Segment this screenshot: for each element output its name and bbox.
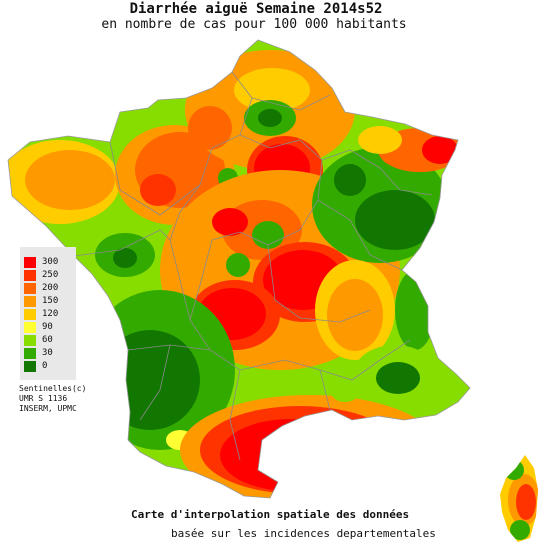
legend-item: 90 (24, 322, 74, 333)
legend-item: 120 (24, 309, 74, 320)
map-subcaption: basée sur les incidences departementales (171, 527, 436, 540)
legend-label: 90 (42, 322, 53, 332)
legend-item: 60 (24, 335, 74, 346)
legend-item: 200 (24, 283, 74, 294)
region-boundaries (73, 71, 433, 461)
corsica-interpolation (500, 455, 538, 542)
legend-label: 250 (42, 270, 59, 280)
map-subtitle: en nombre de cas pour 100 000 habitants (101, 17, 407, 32)
legend-swatch (24, 322, 36, 333)
legend: 300 250 200 150 120 90 60 30 0 (20, 247, 76, 380)
legend-swatch (24, 257, 36, 268)
legend-item: 300 (24, 257, 74, 268)
map-title: Diarrhée aiguë Semaine 2014s52 (129, 1, 383, 17)
legend-swatch (24, 309, 36, 320)
legend-label: 30 (42, 348, 53, 358)
legend-swatch (24, 270, 36, 281)
map-caption: Carte d'interpolation spatiale des donné… (131, 508, 410, 521)
legend-label: 300 (42, 257, 59, 267)
legend-item: 150 (24, 296, 74, 307)
credits-line: INSERM, UPMC (19, 404, 77, 413)
legend-label: 60 (42, 335, 53, 345)
legend-item: 0 (24, 361, 74, 372)
legend-label: 0 (42, 361, 48, 371)
legend-label: 200 (42, 283, 59, 293)
legend-swatch (24, 296, 36, 307)
france-outline (7, 39, 471, 499)
legend-swatch (24, 335, 36, 346)
legend-swatch (24, 283, 36, 294)
legend-label: 120 (42, 309, 59, 319)
legend-label: 150 (42, 296, 59, 306)
legend-item: 250 (24, 270, 74, 281)
credits-line: Sentinelles(c) (19, 384, 87, 393)
credits: Sentinelles(c) UMR S 1136 INSERM, UPMC (19, 384, 86, 414)
legend-swatch (24, 361, 36, 372)
legend-swatch (24, 348, 36, 359)
credits-line: UMR S 1136 (19, 394, 68, 403)
legend-item: 30 (24, 348, 74, 359)
